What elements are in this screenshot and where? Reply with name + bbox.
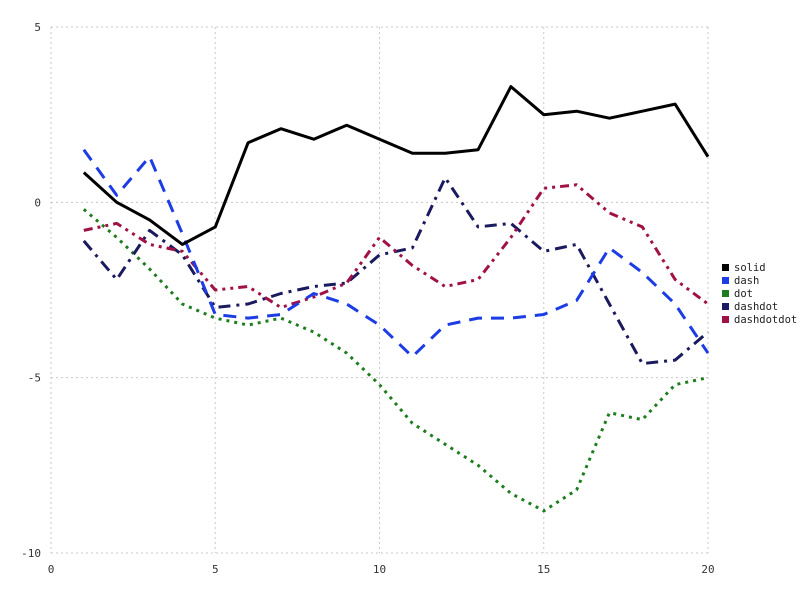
legend-label-solid: solid: [734, 262, 766, 274]
legend-swatch-dash: [722, 277, 729, 284]
legend-swatch-dashdotdot: [722, 316, 729, 323]
series-line-dash: [82, 148, 710, 359]
x-tick-label: 0: [48, 563, 55, 576]
legend-label-dashdotdot: dashdotdot: [734, 314, 797, 326]
legend-label-dash: dash: [734, 275, 759, 287]
series-line-dashdot: [82, 176, 709, 366]
series-line-solid: [82, 85, 710, 246]
x-tick-label: 20: [701, 563, 714, 576]
y-tick-label: -5: [28, 372, 41, 385]
legend-swatch-dot: [722, 290, 729, 297]
x-tick-label: 15: [537, 563, 550, 576]
series-line-dashdotdot: [83, 183, 709, 309]
legend-swatch-dashdot: [722, 303, 729, 310]
legend-label-dashdot: dashdot: [734, 301, 778, 313]
legend-label-dot: dot: [734, 288, 753, 300]
x-tick-label: 5: [212, 563, 219, 576]
legend-swatch-solid: [722, 264, 729, 271]
y-tick-label: -10: [21, 547, 41, 560]
x-tick-label: 10: [373, 563, 386, 576]
series-line-dot: [82, 208, 709, 513]
y-tick-label: 5: [34, 21, 41, 34]
y-tick-label: 0: [34, 196, 41, 209]
